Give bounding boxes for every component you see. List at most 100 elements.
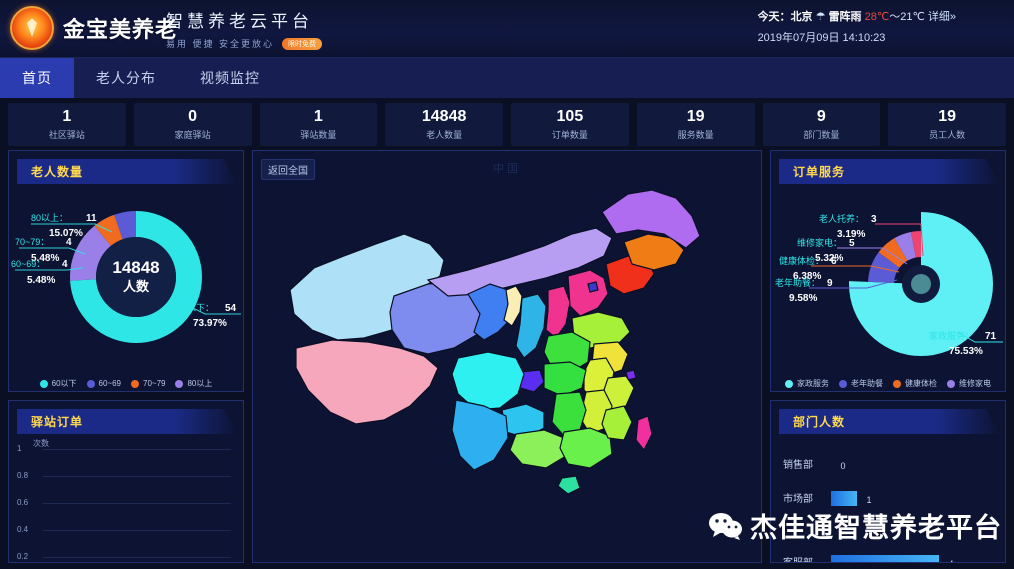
kpi-staff-count[interactable]: 19 员工人数 bbox=[888, 103, 1006, 146]
panel-header: 订单服务 bbox=[779, 159, 999, 184]
province-hainan bbox=[557, 474, 581, 495]
map-back-to-national-button[interactable]: 返回全国 bbox=[261, 159, 315, 180]
elderly-donut-chart[interactable]: 80以上： 11 15.07% 70~79： 4 5.48% 60~69： 4 … bbox=[9, 184, 243, 374]
y-tick-label: 1 bbox=[17, 444, 22, 453]
label-health-name: 健康体检： bbox=[779, 255, 824, 266]
label-under60-name: 60以下： bbox=[177, 303, 214, 313]
label-over80-name: 80以上： bbox=[31, 213, 68, 223]
donut-center-disc bbox=[96, 237, 176, 317]
label-70to79-pct: 5.48% bbox=[31, 253, 59, 264]
tab-video-monitor[interactable]: 视频监控 bbox=[200, 70, 260, 86]
orders-donut-chart[interactable]: 老人托养： 3 3.19% 维修家电： 5 5.32% 健康体检： 6 6.38… bbox=[771, 184, 1005, 374]
weather-prefix: 今天： bbox=[757, 11, 791, 23]
app-header: 金宝美养老 智慧养老云平台 易用 便捷 安全更放心 限时免费 今天：北京 ☂ 雷… bbox=[0, 0, 1014, 58]
header-weather-block: 今天：北京 ☂ 雷阵雨 28℃～21℃ 详细» 2019年07月09日 14:1… bbox=[758, 8, 956, 45]
kpi-order-count[interactable]: 105 订单数量 bbox=[511, 103, 629, 146]
leader-line-70to79 bbox=[19, 247, 86, 255]
legend-item-over80[interactable]: 80以上 bbox=[175, 378, 212, 389]
station-orders-line-chart[interactable]: 次数 1 0.8 0.6 0.4 bbox=[9, 434, 243, 562]
legend-item-repair[interactable]: 维修家电 bbox=[947, 378, 991, 389]
kpi-department-count[interactable]: 9 部门数量 bbox=[762, 103, 881, 146]
leader-line-repair bbox=[837, 247, 908, 265]
bar-row[interactable]: 客服部 4 bbox=[783, 544, 993, 563]
province-taiwan bbox=[635, 414, 653, 451]
kpi-service-count[interactable]: 19 服务数量 bbox=[636, 103, 755, 146]
kpi-station-count[interactable]: 1 驿站数量 bbox=[259, 103, 378, 146]
flame-heart-logo-icon bbox=[10, 6, 54, 50]
legend-item-60to69[interactable]: 60~69 bbox=[86, 378, 121, 389]
legend-color-dot bbox=[175, 379, 184, 388]
label-housekeeping-name: 家政服务： bbox=[929, 330, 974, 341]
legend-item-meal[interactable]: 老年助餐 bbox=[839, 378, 883, 389]
kpi-value: 0 bbox=[188, 108, 198, 125]
panel-title: 老人数量 bbox=[31, 165, 84, 179]
bar-category-label: 销售部 bbox=[783, 459, 813, 471]
kpi-value: 1 bbox=[313, 108, 323, 125]
legend-item-under60[interactable]: 60以下 bbox=[39, 378, 77, 389]
label-over80-value: 11 bbox=[86, 213, 97, 224]
legend-label: 60~69 bbox=[98, 379, 121, 388]
leader-line-housekeeping bbox=[956, 331, 1003, 343]
province-beijing bbox=[587, 280, 599, 293]
right-column: 订单服务 bbox=[770, 150, 1006, 563]
label-60to69-pct: 5.48% bbox=[27, 275, 55, 286]
tab-home[interactable]: 首页 bbox=[0, 58, 74, 98]
department-headcount-panel: 部门人数 销售部 0 市场部 1 bbox=[770, 400, 1006, 563]
bar-value-label: 1 bbox=[866, 494, 872, 505]
kpi-value: 14848 bbox=[421, 108, 467, 125]
province-guangxi bbox=[509, 428, 567, 469]
brand-logo[interactable]: 金宝美养老 bbox=[10, 6, 178, 50]
kpi-label: 部门数量 bbox=[803, 130, 840, 140]
tab-elderly-distribution[interactable]: 老人分布 bbox=[96, 70, 156, 86]
elderly-donut-legend: 60以下 60~69 70~79 80以上 bbox=[9, 374, 243, 391]
province-sichuan bbox=[451, 350, 525, 411]
legend-item-housekeeping[interactable]: 家政服务 bbox=[785, 378, 829, 389]
china-map-svg[interactable] bbox=[272, 172, 742, 542]
leader-line-care bbox=[875, 223, 924, 257]
label-housekeeping-value: 71 bbox=[985, 331, 997, 342]
kpi-community-station[interactable]: 1 社区驿站 bbox=[8, 103, 126, 146]
bar-fill bbox=[831, 554, 939, 562]
legend-item-70to79[interactable]: 70~79 bbox=[131, 378, 165, 389]
label-repair-pct: 5.32% bbox=[815, 253, 843, 264]
province-yunnan bbox=[451, 398, 509, 471]
panel-header: 驿站订单 bbox=[17, 409, 237, 434]
label-repair-name: 维修家电： bbox=[797, 237, 842, 248]
grid-line bbox=[43, 530, 231, 531]
province-jilin bbox=[623, 232, 685, 271]
legend-label: 健康体检 bbox=[905, 379, 937, 388]
grid-row: 0.4 bbox=[17, 525, 235, 557]
china-map-graphic[interactable] bbox=[253, 151, 761, 562]
grid-row: 0.8 bbox=[17, 471, 235, 503]
y-tick-label: 0.2 bbox=[17, 552, 29, 561]
china-map-panel[interactable]: 返回全国 中国 bbox=[252, 150, 762, 563]
label-housekeeping-pct: 75.53% bbox=[949, 346, 983, 357]
label-over80-pct: 15.07% bbox=[49, 228, 83, 239]
kpi-label: 订单数量 bbox=[551, 130, 588, 140]
legend-label: 60以下 bbox=[51, 379, 77, 388]
grid-row: 0.2 bbox=[17, 552, 235, 562]
kpi-elderly-count[interactable]: 14848 老人数量 bbox=[385, 103, 503, 146]
platform-title-block: 智慧养老云平台 易用 便捷 安全更放心 限时免费 bbox=[166, 7, 323, 50]
weather-detail-link[interactable]: 详细» bbox=[927, 11, 956, 23]
province-hubei bbox=[543, 360, 587, 397]
legend-item-health[interactable]: 健康体检 bbox=[893, 378, 937, 389]
weather-low: 21℃ bbox=[900, 11, 925, 23]
bar-track: 1 bbox=[831, 490, 993, 506]
y-tick-label: 0.8 bbox=[17, 471, 29, 480]
panel-title: 部门人数 bbox=[793, 415, 846, 429]
department-bar-chart[interactable]: 销售部 0 市场部 1 客服部 bbox=[771, 434, 1005, 563]
bar-row[interactable]: 市场部 1 bbox=[783, 480, 993, 514]
bar-category-label: 客服部 bbox=[783, 557, 813, 563]
bar-category-label: 市场部 bbox=[783, 493, 813, 505]
panel-title: 驿站订单 bbox=[31, 415, 84, 429]
kpi-row: 1 社区驿站 0 家庭驿站 1 驿站数量 14848 老人数量 105 订单数量… bbox=[0, 98, 1014, 150]
panel-header: 部门人数 bbox=[779, 409, 999, 434]
legend-label: 70~79 bbox=[143, 379, 166, 388]
y-axis-unit-label: 次数 bbox=[33, 439, 49, 448]
legend-color-dot bbox=[86, 379, 95, 388]
weather-sep: ～ bbox=[889, 11, 901, 23]
bar-row[interactable]: 销售部 0 bbox=[783, 446, 993, 480]
grid-row: 1 bbox=[17, 444, 235, 476]
kpi-family-station[interactable]: 0 家庭驿站 bbox=[133, 103, 252, 146]
